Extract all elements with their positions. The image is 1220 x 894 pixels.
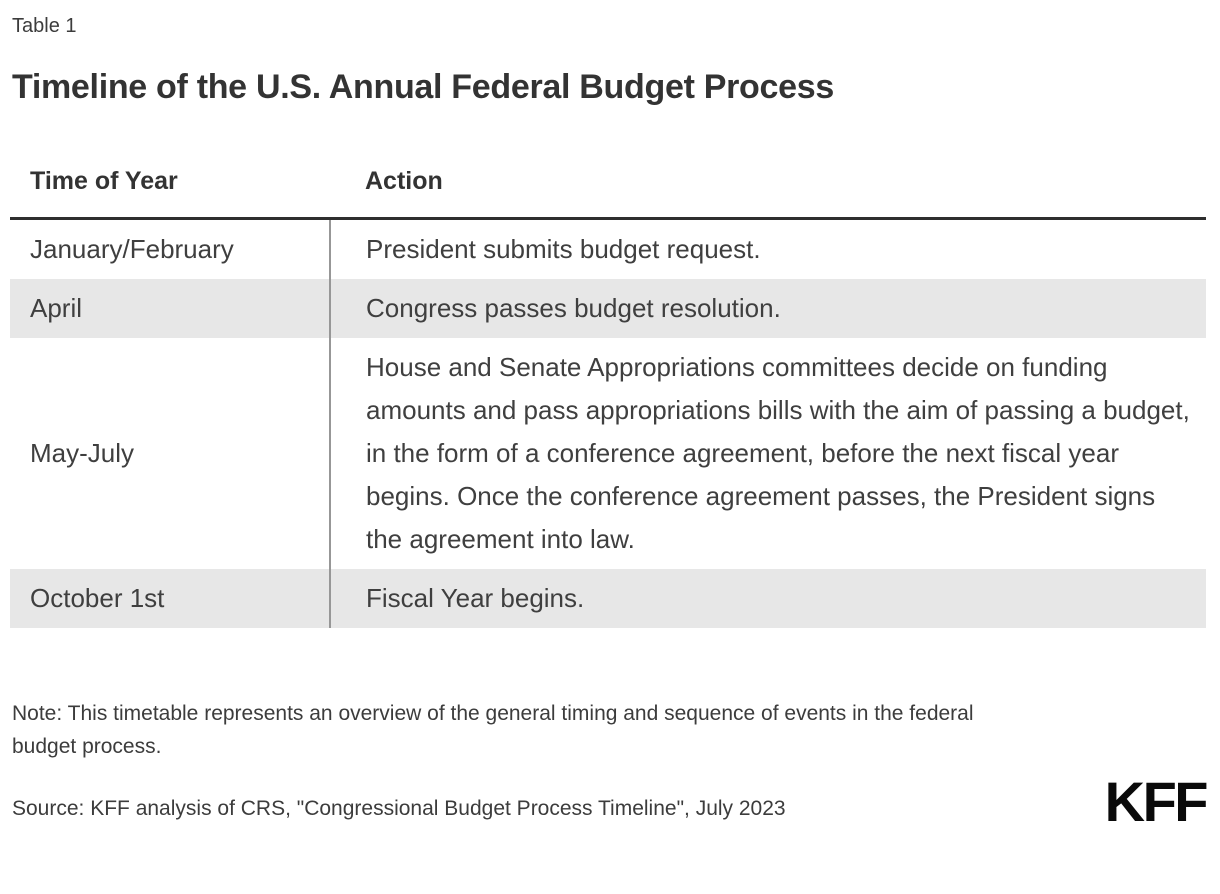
- source-row: Source: KFF analysis of CRS, "Congressio…: [12, 770, 1209, 834]
- table-row: January/February President submits budget…: [10, 218, 1206, 279]
- table-row: October 1st Fiscal Year begins.: [10, 568, 1206, 628]
- figure-label: Table 1: [12, 15, 77, 37]
- note-text: Note: This timetable represents an overv…: [12, 701, 974, 758]
- action-cell: President submits budget request.: [329, 218, 1206, 279]
- figure-footer: Note: This timetable represents an overv…: [12, 698, 1209, 834]
- table-body: January/February President submits budget…: [10, 218, 1206, 628]
- time-of-year-cell: October 1st: [30, 582, 165, 613]
- table-row: April Congress passes budget resolution.: [10, 278, 1206, 338]
- table-row: May-July House and Senate Appropriations …: [10, 337, 1206, 569]
- action-cell: House and Senate Appropriations committe…: [329, 337, 1206, 569]
- source-text: Source: KFF analysis of CRS, "Congressio…: [12, 797, 786, 821]
- page-title: Timeline of the U.S. Annual Federal Budg…: [12, 68, 834, 106]
- kff-logo: KFF: [1104, 770, 1209, 834]
- budget-timeline-table: Time of Year Action January/February Pres…: [10, 153, 1206, 628]
- header-row: Time of Year Action: [10, 153, 1206, 220]
- column-header-action: Action: [330, 153, 1206, 220]
- table-header: Time of Year Action: [10, 153, 1206, 220]
- action-cell: Fiscal Year begins.: [329, 568, 1206, 628]
- time-of-year-cell: January/February: [30, 233, 234, 264]
- action-cell: Congress passes budget resolution.: [329, 278, 1206, 338]
- column-header-time-of-year: Time of Year: [10, 153, 330, 220]
- time-of-year-cell: April: [30, 292, 83, 323]
- time-of-year-cell: May-July: [30, 437, 135, 468]
